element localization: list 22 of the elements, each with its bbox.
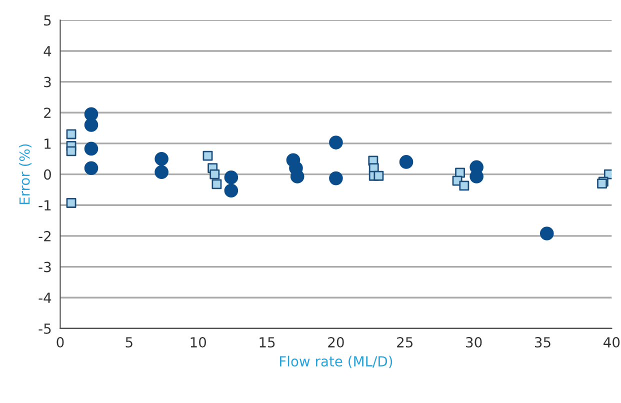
- y-tick-label: -3: [38, 262, 51, 272]
- y-tick-label: 2: [44, 108, 51, 118]
- x-tick-label: 25: [397, 337, 413, 348]
- y-tick-label: 5: [44, 15, 51, 26]
- y-tick-label: -2: [38, 230, 51, 242]
- y-tick-label: 1: [44, 138, 51, 149]
- x-tick-label: 20: [328, 337, 344, 348]
- y-tick-label: -5: [38, 324, 51, 334]
- y-tick-label: 3: [44, 76, 51, 88]
- y-axis-title: Error (%): [19, 144, 32, 204]
- y-tick-label: 0: [44, 169, 51, 180]
- x-tick-label: 15: [260, 337, 275, 348]
- x-tick-label: 5: [126, 337, 132, 348]
- x-tick-label: 30: [466, 337, 482, 348]
- x-tick-label: 40: [604, 337, 620, 348]
- x-tick-label: 0: [56, 337, 64, 348]
- y-tick-label: -1: [38, 200, 51, 210]
- y-tick-label: -4: [38, 292, 52, 303]
- x-tick-label: 10: [190, 337, 206, 348]
- x-axis-title: Flow rate (ML/D): [280, 356, 392, 368]
- x-tick-label: 35: [534, 337, 550, 348]
- y-tick-label: 4: [44, 46, 52, 56]
